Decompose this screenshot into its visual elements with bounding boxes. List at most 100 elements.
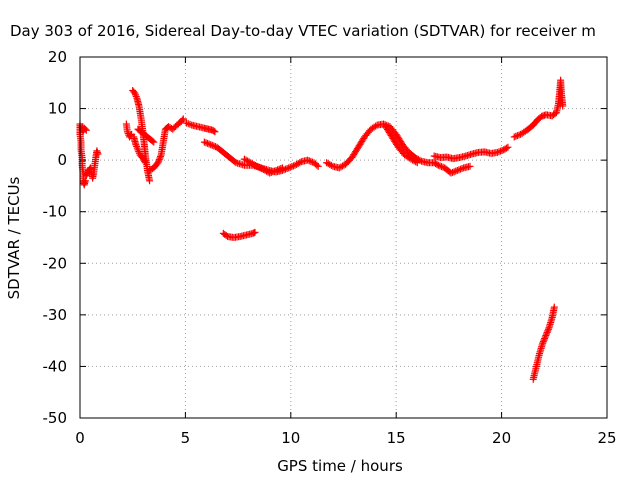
- data-point-marker: [447, 169, 455, 177]
- data-point-marker: [133, 142, 141, 150]
- data-point-marker: [132, 141, 140, 149]
- data-point-marker: [274, 166, 282, 174]
- data-point-marker: [253, 162, 261, 170]
- data-point-marker: [258, 165, 266, 173]
- data-point-marker: [231, 158, 239, 166]
- data-point-marker: [266, 169, 274, 177]
- data-point-marker: [277, 165, 285, 173]
- data-point-marker: [275, 165, 283, 173]
- grid-lines: [80, 57, 607, 418]
- data-point-marker: [493, 148, 501, 156]
- data-point-marker: [433, 160, 441, 168]
- data-point-marker: [452, 167, 460, 175]
- data-point-marker: [131, 89, 139, 97]
- data-point-marker: [155, 157, 163, 165]
- data-point-marker: [282, 165, 290, 173]
- data-point-marker: [154, 159, 162, 167]
- data-point-marker: [207, 141, 215, 149]
- data-point-marker: [141, 159, 149, 167]
- data-point-marker: [327, 161, 335, 169]
- data-point-marker: [550, 303, 558, 311]
- data-point-marker: [222, 231, 230, 239]
- data-point-marker: [372, 122, 380, 130]
- y-tick-label: -30: [43, 306, 68, 324]
- data-markers: [76, 76, 567, 383]
- data-point-marker: [541, 333, 549, 341]
- data-point-marker: [270, 167, 278, 175]
- data-point-marker: [123, 128, 131, 136]
- data-point-marker: [436, 162, 444, 170]
- data-point-marker: [285, 164, 293, 172]
- y-tick-label: 10: [48, 100, 67, 118]
- data-point-marker: [94, 150, 102, 158]
- data-point-marker: [178, 116, 186, 124]
- data-point-marker: [453, 166, 461, 174]
- data-point-marker: [458, 165, 466, 173]
- x-tick-label: 5: [181, 429, 191, 447]
- data-point-marker: [149, 137, 157, 145]
- data-point-marker: [269, 168, 277, 176]
- data-point-marker: [82, 172, 90, 180]
- data-point-marker: [540, 336, 548, 344]
- data-point-marker: [544, 327, 552, 335]
- data-point-marker: [512, 132, 520, 140]
- data-point-marker: [133, 144, 141, 152]
- data-point-marker: [204, 139, 212, 147]
- data-point-marker: [289, 162, 297, 170]
- data-point-marker: [200, 138, 208, 146]
- axis-ticks: 0 5 10 15 20 25 -50 -40 -30 -20 -10 0 10 20: [43, 48, 617, 447]
- data-point-marker: [495, 148, 503, 156]
- data-point-marker: [267, 168, 275, 176]
- data-point-marker: [211, 128, 219, 136]
- data-point-marker: [304, 156, 312, 164]
- y-tick-label: 20: [48, 48, 67, 66]
- data-point-marker: [251, 228, 259, 236]
- data-point-marker: [305, 157, 313, 165]
- data-point-marker: [539, 338, 547, 346]
- data-point-marker: [82, 126, 90, 134]
- x-tick-label: 25: [597, 429, 616, 447]
- data-point-marker: [81, 177, 89, 185]
- data-point-marker: [503, 144, 511, 152]
- data-point-marker: [150, 138, 158, 146]
- data-point-marker: [83, 170, 91, 178]
- y-axis-label: SDTVAR / TECUs: [5, 176, 23, 299]
- data-point-marker: [141, 157, 149, 165]
- data-point-marker: [202, 139, 210, 147]
- data-point-marker: [510, 133, 518, 141]
- data-point-marker: [208, 141, 216, 149]
- data-point-marker: [156, 154, 164, 162]
- data-point-marker: [205, 140, 213, 148]
- data-point-marker: [286, 163, 294, 171]
- data-point-marker: [338, 162, 346, 170]
- plot-frame: [79, 56, 608, 419]
- y-tick-label: -10: [43, 203, 68, 221]
- x-axis-label: GPS time / hours: [277, 457, 403, 475]
- data-point-marker: [256, 164, 264, 172]
- data-point-marker: [541, 335, 549, 343]
- data-point-marker: [278, 164, 286, 172]
- data-point-marker: [542, 331, 550, 339]
- data-point-marker: [543, 330, 551, 338]
- data-point-marker: [497, 147, 505, 155]
- data-point-marker: [155, 156, 163, 164]
- data-point-marker: [515, 131, 523, 139]
- x-tick-label: 20: [492, 429, 511, 447]
- data-point-marker: [288, 163, 296, 171]
- data-point-marker: [466, 162, 474, 170]
- data-point-marker: [513, 132, 521, 140]
- data-point-marker: [504, 143, 512, 151]
- data-point-marker: [186, 120, 194, 128]
- data-point-marker: [146, 177, 154, 185]
- y-tick-label: -50: [43, 409, 68, 427]
- data-point-marker: [434, 161, 442, 169]
- data-point-marker: [412, 158, 420, 166]
- data-point-marker: [251, 161, 259, 169]
- data-point-marker: [81, 125, 89, 133]
- data-point-marker: [539, 339, 547, 347]
- data-point-marker: [455, 166, 463, 174]
- data-point-marker: [157, 153, 165, 161]
- y-tick-label: 0: [57, 151, 67, 169]
- data-point-marker: [179, 115, 187, 123]
- data-point-marker: [127, 132, 135, 140]
